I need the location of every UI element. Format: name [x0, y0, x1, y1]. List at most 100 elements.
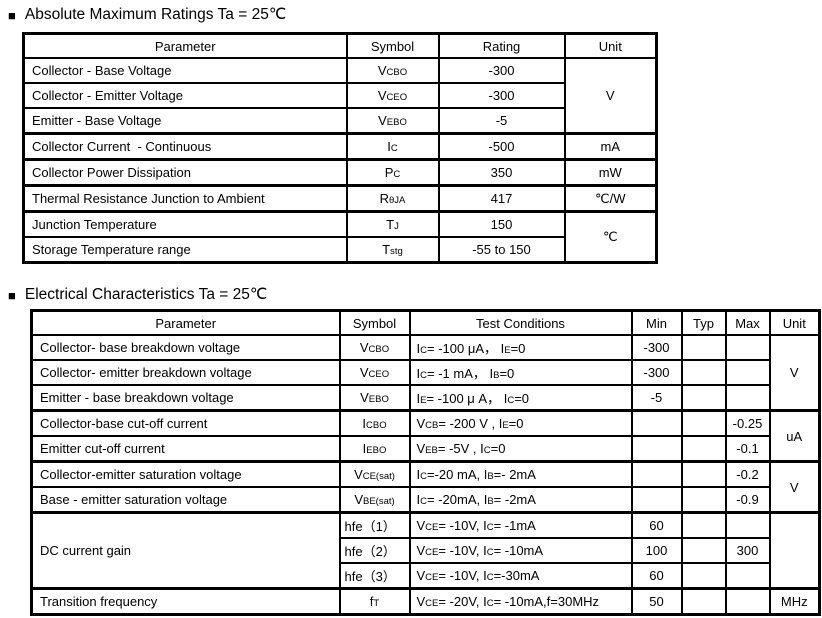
- symbol-cell: IEBO: [338, 435, 411, 463]
- min-cell: 100: [630, 537, 683, 564]
- column-header: Symbol: [345, 32, 440, 59]
- symbol-cell: IC: [345, 132, 440, 161]
- condition-cell: VEB= -5V , IC=0: [408, 435, 633, 463]
- electrical-section: ■ Electrical Characteristics Ta = 25℃ Pa…: [0, 286, 822, 616]
- subscript: C: [486, 598, 494, 609]
- table-row: Collector- emitter breakdown voltage VCEO…: [30, 359, 820, 386]
- symbol-cell: VBE(sat): [338, 486, 411, 514]
- unit-cell: uA: [768, 409, 821, 463]
- subscript: E: [502, 420, 509, 431]
- condition-cell: IC= -1 mA， IB=0: [408, 359, 633, 386]
- min-cell: [630, 435, 683, 463]
- min-cell: [630, 486, 683, 514]
- typ-cell: [680, 435, 727, 463]
- subscript: CE: [425, 547, 439, 558]
- symbol-cell: VCEO: [338, 359, 411, 386]
- subscript: C: [483, 445, 491, 456]
- symbol-cell: VCE(sat): [338, 460, 411, 488]
- electrical-title: ■ Electrical Characteristics Ta = 25℃: [8, 286, 822, 304]
- table-row: Collector - Base Voltage VCBO -300 V: [22, 57, 658, 135]
- column-header: Unit: [563, 32, 658, 59]
- typ-cell: [680, 537, 727, 564]
- typ-cell: [680, 562, 727, 590]
- table-row: DC current gain hfe（1） VCE= -10V, IC= -1mA…: [30, 511, 821, 590]
- typ-cell: [680, 511, 727, 539]
- min-cell: -300: [630, 359, 683, 386]
- symbol-cell: VCBO: [338, 334, 411, 361]
- unit-cell: [768, 511, 821, 590]
- section-bullet-icon: ■: [8, 7, 16, 23]
- param-cell: Junction Temperature: [22, 210, 348, 238]
- rating-cell: -5: [437, 107, 566, 135]
- max-cell: -0.1: [724, 435, 771, 463]
- typ-cell: [680, 409, 727, 437]
- section-bullet-icon: ■: [8, 287, 16, 303]
- param-cell: Emitter - base breakdown voltage: [30, 384, 341, 412]
- condition-cell: IC=-20 mA, IB=- 2mA: [408, 460, 633, 488]
- table-row: Collector Current - Continuous IC -500 mA: [22, 132, 658, 161]
- electrical-title-text: Electrical Characteristics Ta = 25℃: [24, 286, 268, 303]
- column-header: Symbol: [338, 309, 411, 336]
- max-cell: [724, 384, 771, 412]
- subscript: C: [486, 522, 494, 533]
- param-cell: Collector Current - Continuous: [22, 132, 348, 161]
- param-cell: Transition frequency: [30, 587, 341, 616]
- condition-cell: VCB= -200 V , IE=0: [408, 409, 633, 437]
- param-cell: Collector - Emitter Voltage: [22, 82, 348, 109]
- subscript: CE(sat): [362, 471, 395, 482]
- typ-cell: [680, 460, 727, 488]
- column-header: Min: [630, 309, 683, 336]
- param-cell: Emitter - Base Voltage: [22, 107, 348, 135]
- min-cell: 50: [630, 587, 683, 616]
- rating-cell: 417: [437, 184, 566, 213]
- subscript: EB: [425, 445, 438, 456]
- table-row: Storage Temperature range Tstg -55 to 150: [22, 236, 657, 264]
- symbol-cell: hfe（3）: [338, 562, 411, 590]
- subscript: E: [420, 395, 427, 406]
- min-cell: [630, 409, 683, 437]
- column-header: Rating: [437, 32, 566, 59]
- abs-max-title-text: Absolute Maximum Ratings Ta = 25℃: [24, 6, 287, 23]
- subscript: CBO: [386, 67, 408, 78]
- typ-cell: [680, 334, 727, 361]
- subscript: C: [390, 143, 398, 154]
- symbol-cell: VCBO: [345, 57, 440, 84]
- subscript: C: [420, 496, 427, 507]
- table-row: Collector - Emitter Voltage VCEO -300: [22, 82, 657, 109]
- unit-cell: mW: [563, 158, 658, 187]
- symbol-cell: VCEO: [345, 82, 440, 109]
- table-row: Collector-emitter saturation voltage VCE(…: [30, 460, 821, 514]
- subscript: CE: [425, 522, 439, 533]
- subscript: CBO: [368, 344, 390, 355]
- unit-cell: MHz: [768, 587, 821, 616]
- symbol-cell: fT: [338, 587, 411, 616]
- unit-cell: V: [768, 334, 821, 412]
- min-cell: -300: [630, 334, 683, 361]
- subscript: E: [504, 345, 511, 356]
- symbol-cell: TJ: [345, 210, 440, 238]
- rating-cell: -55 to 150: [437, 236, 566, 264]
- condition-cell: VCE= -10V, IC=-30mA: [408, 562, 633, 590]
- max-cell: [724, 587, 771, 616]
- subscript: stg: [390, 246, 403, 257]
- table-row: Collector Power Dissipation PC 350 mW: [22, 158, 658, 187]
- param-cell: Base - emitter saturation voltage: [30, 486, 341, 514]
- subscript: C: [486, 572, 494, 583]
- unit-cell: ℃/W: [563, 184, 658, 213]
- rating-cell: -300: [437, 82, 566, 109]
- param-cell: Collector Power Dissipation: [22, 158, 348, 187]
- typ-cell: [680, 486, 727, 514]
- subscript: C: [393, 169, 401, 180]
- max-cell: -0.2: [724, 460, 771, 488]
- typ-cell: [680, 384, 727, 412]
- max-cell: -0.25: [724, 409, 771, 437]
- subscript: C: [420, 345, 427, 356]
- subscript: CEO: [386, 92, 408, 103]
- subscript: C: [507, 395, 515, 406]
- rating-cell: 350: [437, 158, 566, 187]
- column-header: Test Conditions: [408, 309, 633, 336]
- rating-cell: -300: [437, 57, 566, 84]
- table-row: Thermal Resistance Junction to Ambient Rθ…: [22, 184, 658, 213]
- param-cell: DC current gain: [30, 511, 341, 590]
- symbol-cell: hfe（2）: [338, 537, 411, 564]
